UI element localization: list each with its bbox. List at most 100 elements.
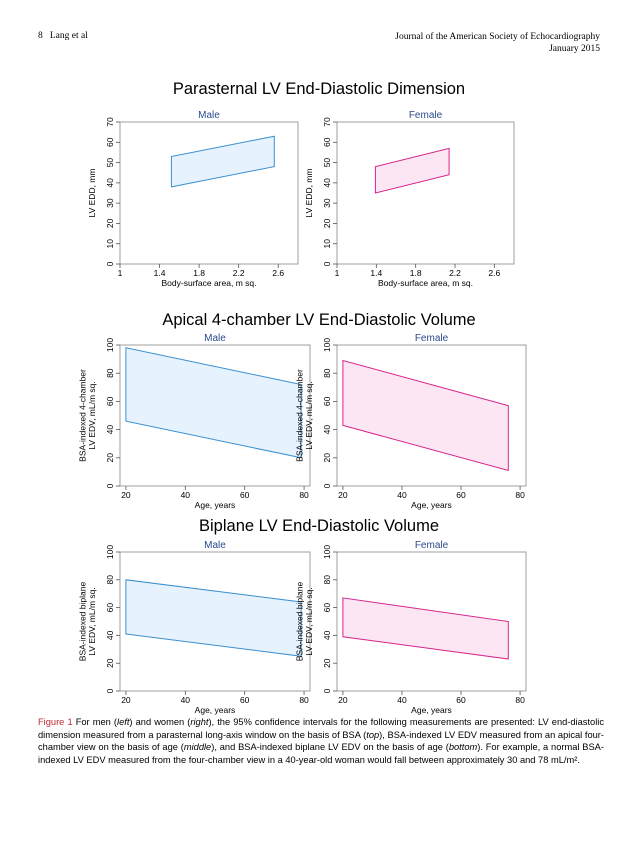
- r2-female-ylabel-line-1: LV EDV, mL/m sq.: [304, 587, 314, 656]
- r2-female-xtick-label-1: 40: [397, 695, 407, 705]
- r2-female-ytick-label-5: 100: [322, 545, 332, 559]
- r1-female-xtick-label-1: 40: [397, 490, 407, 500]
- r1-female-ytick-label-4: 80: [322, 368, 332, 378]
- r2-female-xtick-label-3: 80: [515, 695, 525, 705]
- row-title-4chamber: Apical 4-chamber LV End-Diastolic Volume: [162, 311, 476, 329]
- r1-male-plot-frame: [119, 344, 311, 487]
- r0-male-ytick-label-0: 0: [105, 261, 115, 266]
- r0-male-ytick-label-4: 40: [105, 178, 115, 188]
- issue-date: January 2015: [549, 44, 600, 54]
- figure-caption: Figure 1 For men (left) and women (right…: [38, 716, 604, 766]
- r1-male-ytick-label-3: 60: [105, 396, 115, 406]
- r0-male-ytick-label-2: 20: [105, 218, 115, 228]
- r1-female-ytick-label-3: 60: [322, 396, 332, 406]
- journal-name: Journal of the American Society of Echoc…: [395, 32, 600, 42]
- r2-male-xtick-label-2: 60: [240, 695, 250, 705]
- r0-male-xtick-label-3: 2.2: [233, 268, 245, 278]
- r1-male-ytick-label-1: 20: [105, 453, 115, 463]
- r1-male-ytick-label-0: 0: [105, 483, 115, 488]
- r1-female-xtick-label-0: 20: [338, 490, 348, 500]
- r1-male-ytick-label-2: 40: [105, 425, 115, 435]
- r1-male-ytick-label-5: 100: [105, 338, 115, 352]
- r2-female-xtick-label-0: 20: [338, 695, 348, 705]
- r2-female-ytick-label-1: 20: [322, 658, 332, 668]
- page-header-right: Journal of the American Society of Echoc…: [395, 31, 600, 55]
- r0-female-xtick-label-4: 2.6: [488, 268, 500, 278]
- r0-female-ytick-label-0: 0: [322, 261, 332, 266]
- r0-male-ytick-label-7: 70: [105, 117, 115, 127]
- r1-female-xlabel: Age, years: [411, 500, 452, 510]
- r2-female-ylabel-line-0: BSA-indexed biplane: [295, 582, 305, 662]
- r1-female-ytick-label-1: 20: [322, 453, 332, 463]
- page-header-left: 8 Lang et al: [38, 31, 88, 41]
- r1-female-panel-title: Female: [415, 333, 449, 344]
- author: Lang et al: [49, 31, 88, 41]
- r1-female-ylabel-line-0: BSA-indexed 4-chamber: [295, 369, 305, 462]
- r0-male-ytick-label-5: 50: [105, 158, 115, 168]
- r2-female-ytick-label-4: 80: [322, 575, 332, 585]
- r1-male-ylabel-line-1: LV EDV, mL/m sq.: [87, 381, 97, 450]
- r1-male-panel-title: Male: [204, 333, 226, 344]
- r0-male-panel-title: Male: [198, 110, 220, 121]
- r2-male-ytick-label-2: 40: [105, 630, 115, 640]
- r2-female-confidence-band: [342, 597, 509, 660]
- r0-female-xtick-label-1: 1.4: [370, 268, 382, 278]
- r1-female-xtick-label-2: 60: [456, 490, 466, 500]
- r1-female-ytick-label-2: 40: [322, 425, 332, 435]
- r0-female-ylabel-line-0: LV EDD, mm: [304, 169, 314, 218]
- r2-male-xlabel: Age, years: [195, 705, 236, 715]
- r2-female-xtick-label-2: 60: [456, 695, 466, 705]
- r1-male-ylabel-line-0: BSA-indexed 4-chamber: [78, 369, 88, 462]
- r0-male-ytick-label-3: 30: [105, 198, 115, 208]
- r2-male-panel-title: Male: [204, 540, 226, 551]
- r0-female-ytick-label-2: 20: [322, 218, 332, 228]
- r0-male-plot-frame: [119, 121, 299, 265]
- r0-female-ytick-label-5: 50: [322, 158, 332, 168]
- r1-female-confidence-band: [342, 359, 509, 472]
- r2-female-xlabel: Age, years: [411, 705, 452, 715]
- r1-female-plot-frame: [336, 344, 527, 487]
- r0-male-xtick-label-1: 1.4: [154, 268, 166, 278]
- row-title-biplane: Biplane LV End-Diastolic Volume: [199, 517, 439, 535]
- r0-female-ytick-label-6: 60: [322, 137, 332, 147]
- r2-male-xtick-label-0: 20: [121, 695, 131, 705]
- r2-male-ylabel-line-1: LV EDV, mL/m sq.: [87, 587, 97, 656]
- r1-female-xtick-label-3: 80: [515, 490, 525, 500]
- caption-text: For men (left) and women (right), the 95…: [38, 717, 605, 765]
- r0-female-xtick-label-3: 2.2: [449, 268, 461, 278]
- page-number: 8: [38, 31, 43, 41]
- r2-male-ytick-label-0: 0: [105, 688, 115, 693]
- r0-female-ytick-label-3: 30: [322, 198, 332, 208]
- r2-male-ytick-label-4: 80: [105, 575, 115, 585]
- r1-male-xlabel: Age, years: [195, 500, 236, 510]
- r2-female-panel-title: Female: [415, 540, 449, 551]
- r0-female-confidence-band: [374, 147, 450, 194]
- r1-male-xtick-label-1: 40: [181, 490, 191, 500]
- r1-female-ytick-label-5: 100: [322, 338, 332, 352]
- r2-male-confidence-band: [125, 579, 302, 657]
- r0-female-ytick-label-1: 10: [322, 239, 332, 249]
- r1-female-ylabel-line-1: LV EDV, mL/m sq.: [304, 381, 314, 450]
- r1-male-xtick-label-2: 60: [240, 490, 250, 500]
- r2-male-ytick-label-3: 60: [105, 603, 115, 613]
- r0-male-confidence-band: [170, 135, 275, 188]
- row-title-dimension: Parasternal LV End-Diastolic Dimension: [172, 80, 466, 98]
- r0-male-xtick-label-0: 1: [118, 268, 123, 278]
- r1-male-xtick-label-3: 80: [299, 490, 309, 500]
- r2-male-ylabel-line-0: BSA-indexed biplane: [78, 582, 88, 662]
- r2-male-xtick-label-1: 40: [181, 695, 191, 705]
- r2-male-ytick-label-5: 100: [105, 545, 115, 559]
- r2-female-plot-frame: [336, 551, 527, 692]
- r0-female-ytick-label-4: 40: [322, 178, 332, 188]
- r0-male-ylabel-line-0: LV EDD, mm: [87, 169, 97, 218]
- r2-female-ytick-label-2: 40: [322, 630, 332, 640]
- r0-male-ytick-label-6: 60: [105, 137, 115, 147]
- r1-male-xtick-label-0: 20: [121, 490, 131, 500]
- r0-male-ytick-label-1: 10: [105, 239, 115, 249]
- r0-male-xlabel: Body-surface area, m sq.: [162, 278, 257, 288]
- r0-male-xtick-label-2: 1.8: [193, 268, 205, 278]
- r1-male-ytick-label-4: 80: [105, 368, 115, 378]
- r2-male-xtick-label-3: 80: [299, 695, 309, 705]
- r0-female-plot-frame: [336, 121, 515, 265]
